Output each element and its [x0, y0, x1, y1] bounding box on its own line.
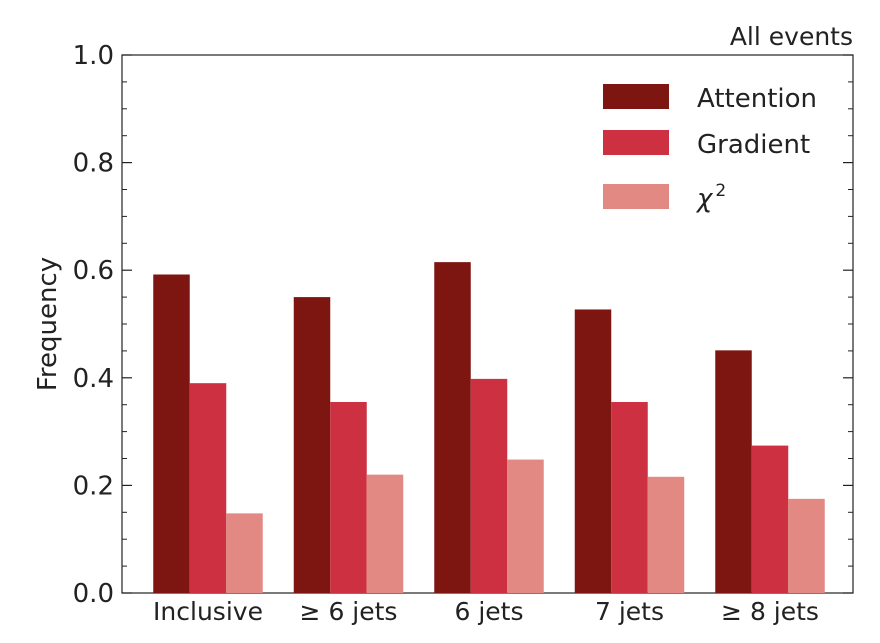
- bars-layer: [153, 262, 825, 593]
- x-tick-label: ≥ 8 jets: [721, 597, 819, 626]
- y-tick-label: 0.6: [73, 256, 114, 286]
- legend: Attention Gradient χ 2: [603, 84, 817, 214]
- bar-2-3: [470, 378, 508, 593]
- y-tick-label: 0.8: [73, 149, 114, 179]
- bar-1-5: [715, 350, 752, 593]
- bar-2-4: [611, 402, 648, 593]
- x-axis-tick-labels: Inclusive ≥ 6 jets 6 jets 7 jets ≥ 8 jets: [153, 597, 819, 626]
- y-axis-ticks: 0.0 0.2 0.4 0.6 0.8 1.0: [73, 41, 853, 609]
- bar-3-4: [647, 476, 685, 593]
- bar-1-4: [574, 309, 612, 593]
- bar-1-1: [153, 274, 190, 593]
- bar-3-2: [366, 474, 404, 593]
- legend-swatch-3: [603, 184, 669, 209]
- bar-3-3: [507, 459, 544, 593]
- bar-2-1: [189, 383, 227, 593]
- x-tick-label: ≥ 6 jets: [300, 597, 398, 626]
- legend-swatch-1: [603, 84, 669, 109]
- bar-3-5: [788, 498, 825, 593]
- y-tick-label: 0.4: [73, 364, 114, 394]
- bar-2-5: [751, 445, 789, 593]
- legend-label-1: Attention: [697, 84, 817, 114]
- bar-1-2: [293, 297, 331, 593]
- y-tick-label: 1.0: [73, 41, 114, 71]
- legend-label-2: Gradient: [697, 130, 810, 160]
- y-axis-title: Frequency: [33, 257, 63, 391]
- bar-1-3: [434, 262, 471, 593]
- x-tick-label: Inclusive: [153, 597, 263, 626]
- bar-2-2: [330, 402, 367, 593]
- legend-swatch-2: [603, 130, 669, 155]
- x-tick-label: 7 jets: [595, 597, 664, 626]
- y-tick-label: 0.0: [73, 579, 114, 609]
- y-tick-label: 0.2: [73, 471, 114, 501]
- chart-title: All events: [730, 22, 853, 51]
- x-tick-label: 6 jets: [454, 597, 523, 626]
- bar-3-1: [226, 513, 263, 593]
